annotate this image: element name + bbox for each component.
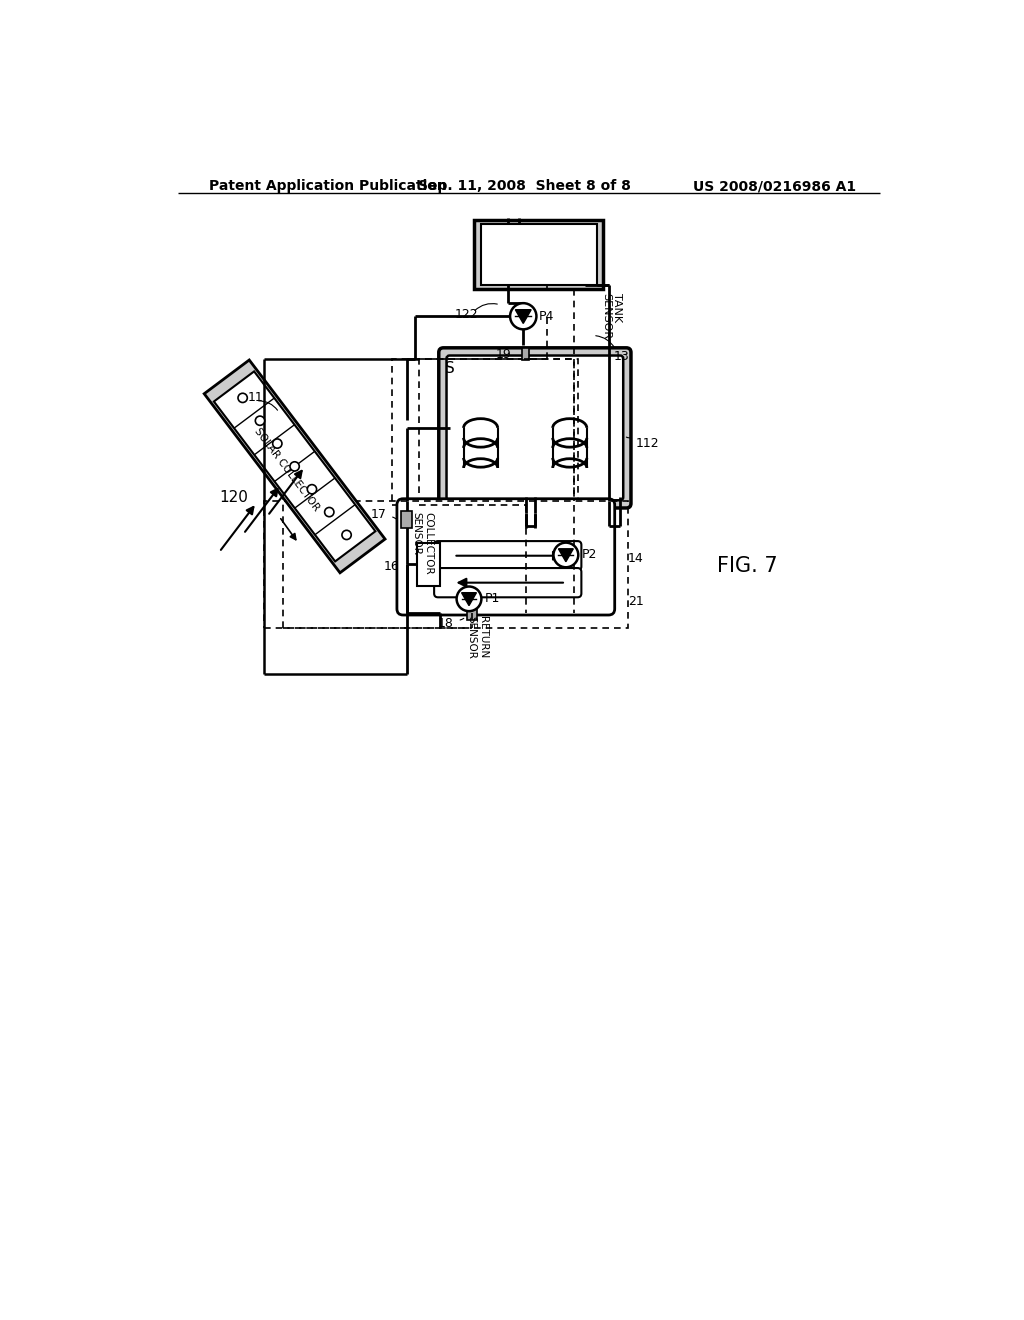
FancyBboxPatch shape [434, 541, 582, 570]
Polygon shape [515, 310, 531, 323]
Text: Patent Application Publication: Patent Application Publication [209, 180, 447, 193]
Bar [417, 544, 440, 586]
Bar [400, 511, 412, 528]
Text: 11: 11 [248, 391, 264, 404]
Circle shape [510, 304, 537, 330]
Bar [391, 359, 578, 506]
Circle shape [457, 586, 481, 611]
Circle shape [554, 543, 579, 568]
Text: 120: 120 [219, 490, 248, 504]
Text: 14: 14 [628, 552, 644, 565]
Text: SOLAR COLLECTOR: SOLAR COLLECTOR [252, 426, 322, 512]
Circle shape [238, 393, 248, 403]
Text: S: S [444, 362, 455, 376]
Polygon shape [558, 549, 573, 562]
Bar [474, 220, 603, 289]
Text: P4: P4 [539, 310, 554, 323]
Text: 122: 122 [455, 308, 478, 321]
Text: 16: 16 [384, 560, 399, 573]
Text: FIG. 7: FIG. 7 [717, 557, 777, 577]
FancyBboxPatch shape [397, 499, 614, 615]
Bar [467, 605, 477, 620]
Text: COLLECTOR
SENSOR: COLLECTOR SENSOR [412, 512, 433, 574]
Circle shape [342, 531, 351, 540]
Text: 17: 17 [371, 508, 386, 520]
Text: 112: 112 [636, 437, 659, 450]
Text: US 2008/0216986 A1: US 2008/0216986 A1 [693, 180, 856, 193]
Polygon shape [214, 371, 376, 561]
Text: 18: 18 [437, 616, 454, 630]
FancyBboxPatch shape [434, 568, 582, 598]
Polygon shape [204, 360, 385, 573]
Bar [419, 359, 573, 506]
Text: P2: P2 [582, 548, 597, 561]
Text: TANK
SENSOR: TANK SENSOR [601, 293, 623, 339]
Text: 21: 21 [628, 594, 644, 607]
Text: P1: P1 [484, 593, 500, 606]
Circle shape [325, 507, 334, 516]
Text: 19: 19 [496, 348, 512, 362]
FancyBboxPatch shape [446, 355, 624, 500]
Bar [480, 224, 597, 285]
Text: Sep. 11, 2008  Sheet 8 of 8: Sep. 11, 2008 Sheet 8 of 8 [419, 180, 631, 193]
Polygon shape [462, 593, 476, 606]
FancyBboxPatch shape [438, 348, 631, 508]
Bar [521, 348, 529, 360]
Bar [263, 502, 628, 628]
Text: RETURN
SENSOR: RETURN SENSOR [466, 616, 487, 659]
Circle shape [255, 416, 264, 425]
Circle shape [272, 440, 282, 449]
Text: 13: 13 [613, 350, 630, 363]
Circle shape [307, 484, 316, 494]
Circle shape [290, 462, 299, 471]
